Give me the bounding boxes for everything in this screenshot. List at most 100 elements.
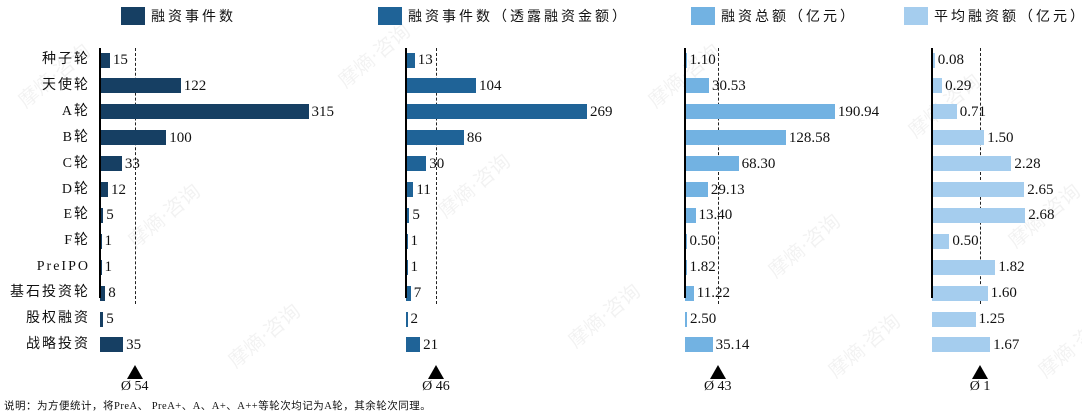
bar: [406, 259, 408, 275]
watermark-text: 摩熵·咨询: [563, 278, 645, 353]
category-label: A轮: [61, 103, 90, 119]
value-label: 269: [590, 103, 613, 120]
value-label: 1.25: [978, 311, 1005, 327]
bar: [100, 207, 104, 223]
bar: [932, 156, 1012, 172]
value-label: 315: [311, 103, 335, 120]
bar: [685, 78, 709, 94]
value-label: 2.28: [1014, 155, 1041, 172]
value-label: 122: [183, 77, 207, 94]
bar: [100, 182, 108, 197]
category-label: B轮: [62, 129, 90, 145]
bar: [932, 104, 957, 120]
value-label: 2: [410, 311, 419, 327]
legend-swatch: [121, 7, 145, 25]
bar: [685, 52, 687, 68]
value-label: 33: [124, 155, 140, 172]
value-label: 35: [126, 336, 142, 353]
value-label: 35.14: [715, 336, 750, 353]
value-axis-baseline: [931, 48, 933, 298]
bar: [685, 130, 786, 146]
bar: [685, 337, 713, 353]
value-label: 1: [104, 259, 113, 276]
bar: [100, 130, 167, 146]
bar: [685, 311, 687, 327]
legend-item-total-amount: 融资总额（亿元）: [691, 6, 857, 26]
legend-label: 融资事件数（透露融资金额）: [408, 10, 629, 25]
bar: [406, 182, 414, 197]
bar: [100, 311, 104, 327]
category-label: 股权融资: [26, 311, 90, 326]
bar: [406, 311, 408, 327]
value-label: 2.50: [689, 311, 717, 327]
legend-item-events: 融资事件数: [121, 6, 236, 26]
bar: [406, 285, 411, 301]
bar: [932, 233, 950, 249]
mean-dashed-line: [134, 48, 136, 304]
legend-label: 融资事件数: [151, 10, 236, 25]
value-label: 1.67: [993, 336, 1020, 353]
mean-label: Ø 54: [120, 379, 149, 394]
value-label: 1.10: [689, 52, 716, 68]
value-axis-baseline: [405, 48, 407, 298]
bar: [932, 78, 943, 94]
bar: [932, 130, 985, 146]
mean-label: Ø 43: [703, 379, 732, 394]
value-label: 5: [106, 207, 114, 224]
bar: [100, 337, 124, 353]
value-label: 12: [110, 181, 126, 198]
bar: [685, 156, 739, 172]
value-label: 5: [106, 311, 114, 327]
bar: [406, 78, 476, 94]
value-label: 1: [410, 233, 419, 250]
value-label: 2.65: [1027, 181, 1054, 198]
mean-label: Ø 46: [422, 379, 450, 394]
bar: [932, 207, 1026, 223]
bar: [100, 78, 181, 94]
bar: [685, 182, 708, 197]
value-label: 1.50: [987, 129, 1014, 146]
legend-swatch: [691, 7, 715, 25]
watermark-text: 摩熵·咨询: [123, 178, 205, 253]
mean-marker-triangle-icon: [709, 365, 726, 379]
value-label: 0.71: [959, 103, 986, 120]
mean-marker-triangle-icon: [126, 365, 143, 379]
bar: [406, 156, 427, 172]
watermark-text: 摩熵·咨询: [823, 308, 905, 383]
value-label: 86: [466, 129, 482, 146]
value-label: 5: [412, 207, 420, 224]
value-label: 30: [429, 155, 445, 172]
value-label: 0.08: [937, 52, 965, 68]
legend-swatch: [378, 7, 402, 25]
watermark-text: 摩熵·咨询: [1033, 308, 1082, 383]
watermark-text: 摩熵·咨询: [223, 298, 305, 373]
bar: [406, 233, 408, 249]
mean-marker-triangle-icon: [972, 365, 989, 379]
bar: [685, 104, 835, 120]
value-label: 15: [112, 52, 128, 68]
value-label: 1.60: [990, 285, 1017, 302]
value-label: 128.58: [788, 129, 831, 146]
bar: [100, 259, 102, 275]
legend-item-average-amount: 平均融资额（亿元）: [904, 6, 1082, 26]
bar: [932, 337, 991, 353]
value-label: 2.68: [1028, 207, 1055, 224]
category-label: C轮: [62, 155, 90, 171]
category-label: 天使轮: [42, 77, 90, 93]
mean-dashed-line: [435, 48, 437, 304]
bar: [932, 285, 988, 301]
value-label: 7: [413, 285, 422, 302]
bar: [100, 156, 122, 172]
category-label: 种子轮: [42, 52, 90, 67]
value-label: 1: [410, 259, 419, 276]
category-label: 基石投资轮: [10, 285, 90, 301]
value-label: 13.40: [698, 207, 733, 224]
bar: [932, 259, 996, 275]
watermark-text: 摩熵·咨询: [333, 18, 415, 93]
value-label: 13: [417, 52, 433, 68]
value-label: 190.94: [837, 103, 880, 120]
value-axis-baseline: [684, 48, 686, 298]
mean-label: Ø 1: [969, 379, 991, 394]
bar: [932, 52, 935, 68]
value-label: 104: [478, 77, 502, 94]
